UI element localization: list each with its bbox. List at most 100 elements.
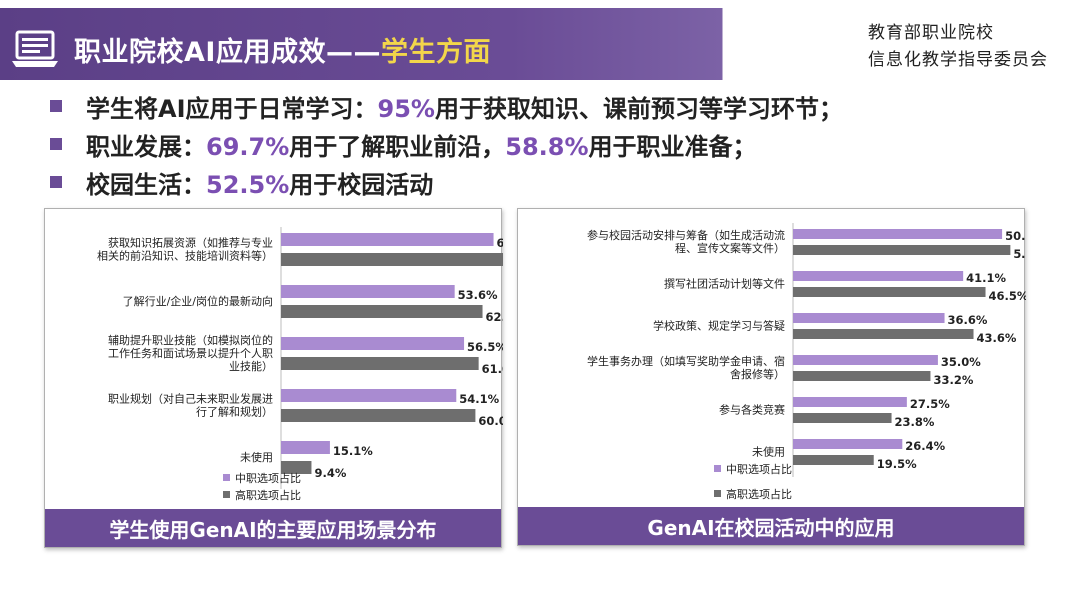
category-label: 相关的前沿知识、技能培训资料等） — [97, 249, 273, 263]
legend-label: 高职选项占比 — [235, 488, 301, 502]
org-name-line2: 信息化教学指导委员会 — [868, 50, 1048, 70]
data-label: 15.1% — [333, 444, 373, 458]
bar — [793, 413, 892, 423]
category-label: 职业规划（对自己未来职业发展进 — [108, 392, 273, 406]
data-label: 61.0% — [482, 362, 503, 376]
data-label: 62.2% — [486, 310, 503, 324]
data-label: 53.6% — [458, 288, 498, 302]
bullet-square-icon — [50, 176, 62, 188]
data-label: 43.6% — [977, 331, 1017, 345]
data-label: 50.5% — [1005, 229, 1026, 243]
bullet-pct: 95% — [377, 94, 435, 123]
bullet-text: 校园生活：52.5%用于校园活动 — [86, 165, 433, 200]
org-name-line1: 教育部职业院校 — [868, 23, 994, 43]
bar — [281, 253, 503, 266]
bullet-pct: 58.8% — [505, 132, 589, 161]
header-banner: 职业院校AI应用成效——学生方面 — [0, 8, 850, 80]
category-label: 业技能） — [229, 359, 273, 373]
page-title-main: 职业院校AI应用成效—— — [74, 37, 381, 68]
category-label: 了解行业/企业/岗位的最新动向 — [123, 294, 273, 308]
bar — [281, 389, 457, 402]
bar — [793, 355, 938, 365]
chart-title: GenAI在校园活动中的应用 — [518, 507, 1024, 545]
category-label: 未使用 — [752, 446, 785, 459]
bar — [281, 441, 330, 454]
bullet-square-icon — [50, 138, 62, 150]
chart-scenarios: 获取知识拓展资源（如推荐与专业相关的前沿知识、技能培训资料等）65.6%7…了解… — [97, 227, 503, 502]
bullet-pct: 69.7% — [206, 132, 290, 161]
bar — [793, 455, 874, 465]
bar — [281, 409, 476, 422]
bar — [793, 329, 974, 339]
bullet-text: 职业发展：69.7%用于了解职业前沿，58.8%用于职业准备； — [86, 127, 757, 162]
bar — [793, 271, 964, 281]
data-label: 41.1% — [966, 271, 1006, 285]
bullet-square-icon — [50, 100, 62, 112]
legend-swatch — [714, 465, 721, 472]
category-label: 行了解和规划） — [196, 405, 273, 419]
bullet-list: 学生将AI应用于日常学习：95%用于获取知识、课前预习等学习环节； 职业发展：6… — [50, 88, 1050, 202]
legend-swatch — [223, 491, 230, 498]
category-label: 工作任务和面试场景以提升个人职 — [108, 346, 273, 360]
laptop-icon — [12, 30, 58, 67]
legend-swatch — [714, 490, 721, 497]
bullet-pre: 校园生活： — [86, 170, 206, 199]
data-label: 56.5% — [467, 340, 503, 354]
data-label: 23.8% — [895, 415, 935, 429]
bar — [281, 357, 479, 370]
category-label: 参与校园活动安排与筹备（如生成活动流 — [587, 228, 785, 242]
bar — [793, 229, 1003, 239]
bar — [793, 313, 945, 323]
page-title: 职业院校AI应用成效——学生方面 — [74, 30, 491, 69]
data-label: 36.6% — [948, 313, 988, 327]
org-name: 教育部职业院校 信息化教学指导委员会 — [868, 20, 1078, 74]
data-label: 19.5% — [877, 457, 917, 471]
data-label: 60.0% — [478, 414, 503, 428]
bullet-text: 学生将AI应用于日常学习：95%用于获取知识、课前预习等学习环节； — [86, 89, 843, 124]
legend-label: 中职选项占比 — [235, 471, 301, 485]
category-label: 获取知识拓展资源（如推荐与专业 — [108, 236, 273, 250]
bullet-mid: 用于了解职业前沿， — [289, 132, 506, 161]
bullet-item: 职业发展：69.7%用于了解职业前沿，58.8%用于职业准备； — [50, 126, 1050, 162]
category-label: 参与各类竞赛 — [719, 403, 785, 417]
category-label: 撰写社团活动计划等文件 — [664, 277, 785, 291]
bullet-item: 校园生活：52.5%用于校园活动 — [50, 164, 1050, 200]
bar — [793, 371, 931, 381]
bullet-pct: 52.5% — [206, 170, 290, 199]
legend-label: 高职选项占比 — [726, 487, 792, 501]
bar — [281, 337, 465, 350]
legend-swatch — [223, 474, 230, 481]
data-label: 65.6% — [497, 236, 503, 250]
bullet-item: 学生将AI应用于日常学习：95%用于获取知识、课前预习等学习环节； — [50, 88, 1050, 124]
bar — [793, 287, 986, 297]
bullet-mid: 用于校园活动 — [289, 170, 434, 199]
page-title-accent: 学生方面 — [380, 37, 491, 68]
bullet-post: 用于职业准备； — [588, 132, 757, 161]
category-label: 辅助提升职业技能（如模拟岗位的 — [108, 333, 273, 347]
data-label: 35.0% — [941, 355, 981, 369]
data-label: 26.4% — [905, 439, 945, 453]
category-label: 未使用 — [240, 451, 273, 464]
data-label: 27.5% — [910, 397, 950, 411]
chart-panel-scenarios: 获取知识拓展资源（如推荐与专业相关的前沿知识、技能培训资料等）65.6%7…了解… — [44, 208, 503, 548]
data-label: 46.5% — [989, 289, 1026, 303]
bullet-pre: 职业发展： — [86, 132, 206, 161]
legend-label: 中职选项占比 — [726, 462, 792, 476]
bar — [281, 305, 483, 318]
category-label: 学生事务办理（如填写奖助学金申请、宿 — [587, 354, 785, 368]
data-label: 33.2% — [933, 373, 973, 387]
category-label: 程、宣传文案等文件） — [675, 241, 785, 255]
bar — [281, 233, 494, 246]
bar — [281, 461, 312, 474]
category-label: 学校政策、规定学习与答疑 — [653, 319, 785, 333]
bar — [281, 285, 455, 298]
bullet-pre: 学生将AI应用于日常学习： — [86, 94, 378, 123]
bar — [793, 397, 907, 407]
category-label: 舍报修等） — [730, 367, 785, 381]
data-label: 9.4% — [314, 466, 346, 480]
bullet-mid: 用于获取知识、课前预习等学习环节； — [434, 94, 843, 123]
chart-title: 学生使用GenAI的主要应用场景分布 — [45, 509, 501, 547]
data-label: 5… — [1013, 247, 1026, 261]
